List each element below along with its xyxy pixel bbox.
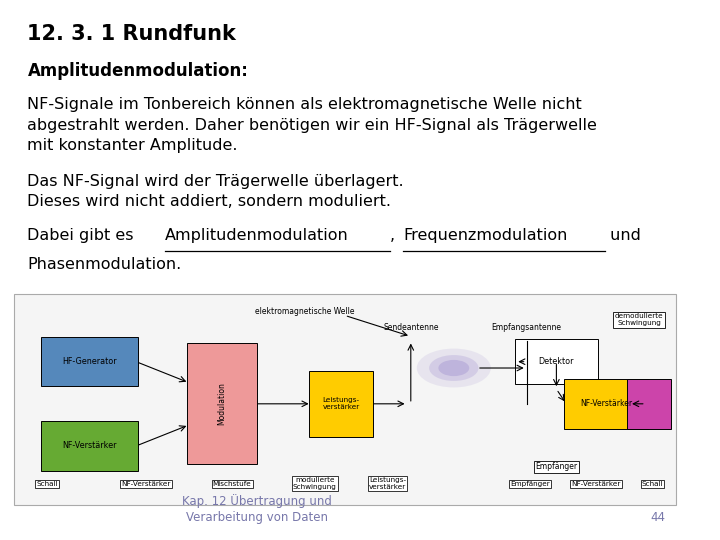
Text: NF-Verstärker: NF-Verstärker xyxy=(122,481,171,487)
FancyBboxPatch shape xyxy=(627,379,671,429)
Text: NF-Verstärker: NF-Verstärker xyxy=(572,481,621,487)
Text: Sendeantenne: Sendeantenne xyxy=(383,323,438,332)
Text: 12. 3. 1 Rundfunk: 12. 3. 1 Rundfunk xyxy=(27,24,236,44)
Text: demodulierte
Schwingung: demodulierte Schwingung xyxy=(615,313,663,326)
Text: elektromagnetische Welle: elektromagnetische Welle xyxy=(255,307,355,316)
Text: NF-Signale im Tonbereich können als elektromagnetische Welle nicht
abgestrahlt w: NF-Signale im Tonbereich können als elek… xyxy=(27,97,598,153)
Text: Detektor: Detektor xyxy=(539,357,574,366)
Text: modulierte
Schwingung: modulierte Schwingung xyxy=(293,477,337,490)
FancyBboxPatch shape xyxy=(515,339,598,384)
Text: HF-Generator: HF-Generator xyxy=(63,357,117,366)
Text: NF-Verstärker: NF-Verstärker xyxy=(63,441,117,450)
Text: Phasenmodulation.: Phasenmodulation. xyxy=(27,256,181,272)
Text: Empfänger: Empfänger xyxy=(536,462,577,471)
Text: Das NF-Signal wird der Trägerwelle überlagert.
Dieses wird nicht addiert, sonder: Das NF-Signal wird der Trägerwelle überl… xyxy=(27,174,404,210)
Text: Amplitudenmodulation: Amplitudenmodulation xyxy=(165,228,348,244)
Ellipse shape xyxy=(417,349,491,388)
Ellipse shape xyxy=(429,355,479,381)
Text: Mischstufe: Mischstufe xyxy=(212,481,251,487)
FancyBboxPatch shape xyxy=(14,294,675,505)
Text: Kap. 12 Übertragung und
Verarbeitung von Daten: Kap. 12 Übertragung und Verarbeitung von… xyxy=(182,494,332,524)
Text: Schall: Schall xyxy=(36,481,58,487)
Text: Frequenzmodulation: Frequenzmodulation xyxy=(403,228,567,244)
FancyBboxPatch shape xyxy=(42,421,138,471)
Text: ,: , xyxy=(390,228,401,244)
Text: Schall: Schall xyxy=(642,481,663,487)
Text: Dabei gibt es: Dabei gibt es xyxy=(27,228,139,244)
Text: Amplitudenmodulation:: Amplitudenmodulation: xyxy=(27,62,248,80)
Text: Modulation: Modulation xyxy=(217,382,227,425)
Text: 44: 44 xyxy=(650,511,665,524)
FancyBboxPatch shape xyxy=(564,379,648,429)
FancyBboxPatch shape xyxy=(42,337,138,387)
Text: Leistungs-
verstärker: Leistungs- verstärker xyxy=(323,397,360,410)
Text: Leistungs-
verstärker: Leistungs- verstärker xyxy=(369,477,406,490)
Text: NF-Verstärker: NF-Verstärker xyxy=(580,399,632,408)
Ellipse shape xyxy=(438,360,469,376)
FancyBboxPatch shape xyxy=(187,343,257,464)
Text: Empfangsantenne: Empfangsantenne xyxy=(492,323,562,332)
FancyBboxPatch shape xyxy=(310,370,373,437)
Text: Empfänger: Empfänger xyxy=(510,481,550,487)
Text: und: und xyxy=(605,228,641,244)
